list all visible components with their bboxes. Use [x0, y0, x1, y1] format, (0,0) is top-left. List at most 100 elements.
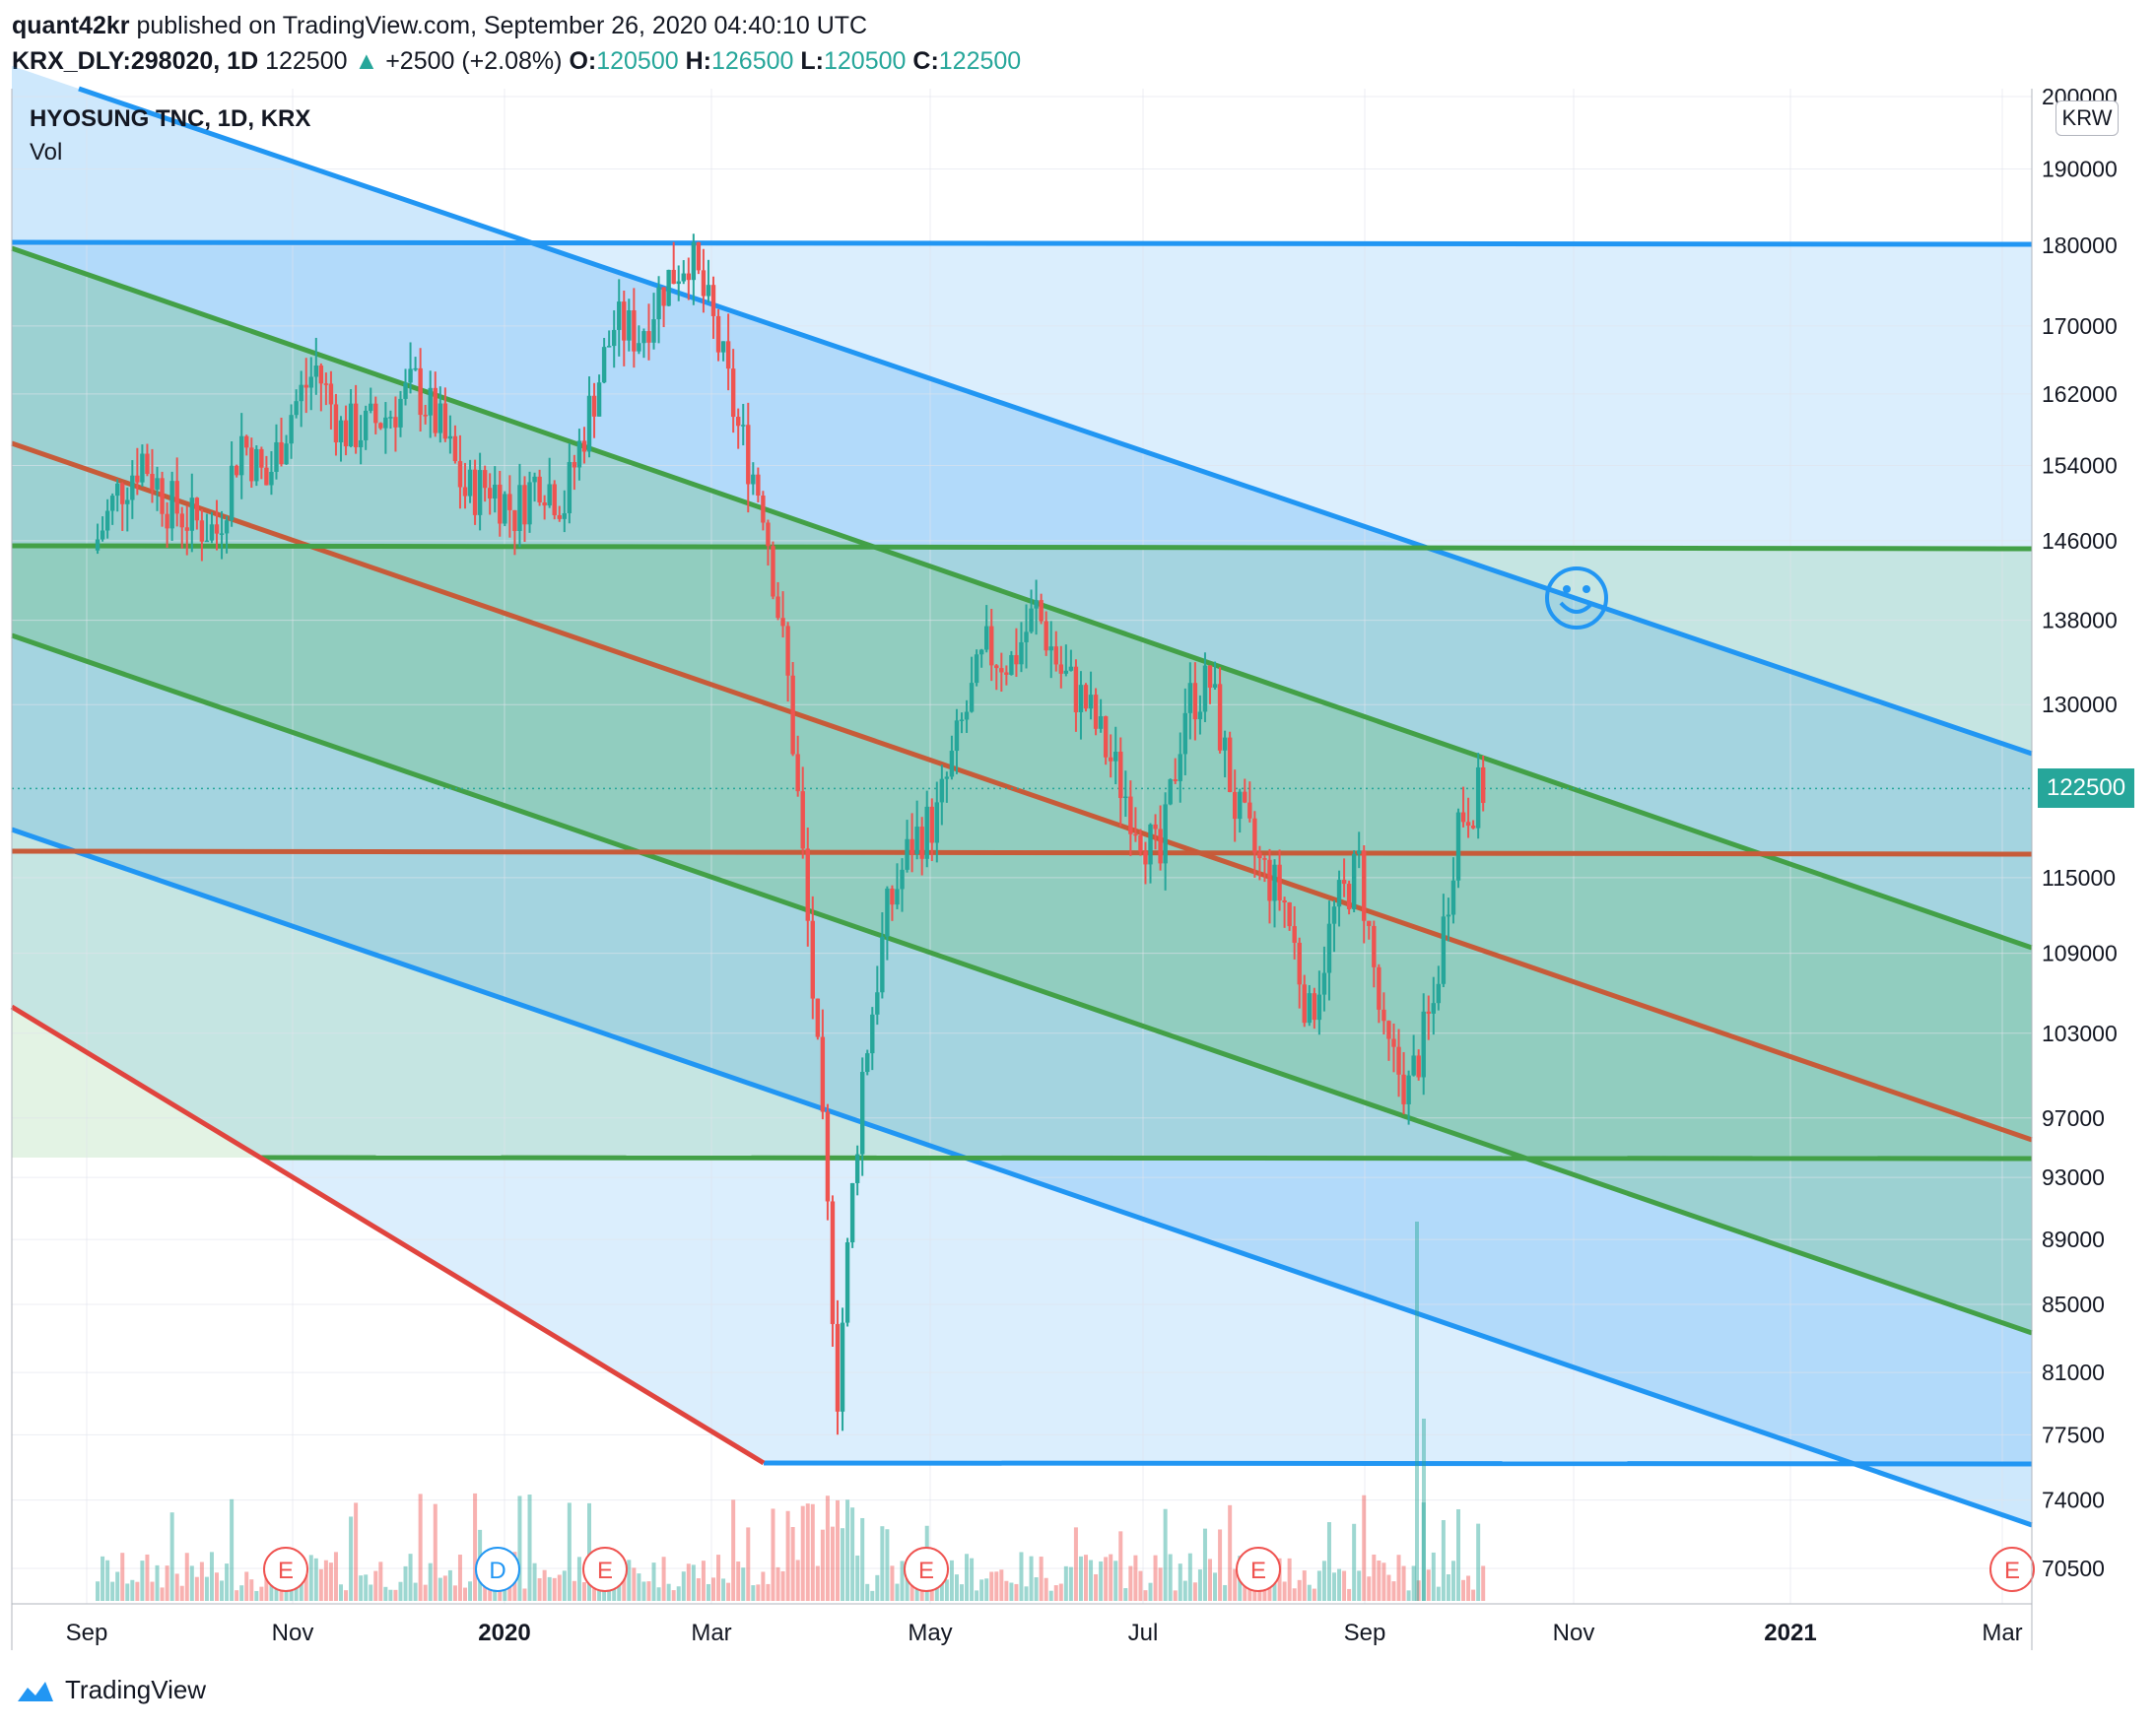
event-marker-label: E [2004, 1558, 2020, 1584]
horizontal-orange-line [11, 848, 2033, 857]
volume-bar [373, 1570, 378, 1601]
volume-bar [617, 1581, 622, 1601]
volume-bar [199, 1562, 204, 1601]
volume-bar [934, 1585, 939, 1601]
volume-bar [1367, 1576, 1372, 1601]
volume-bar [542, 1569, 547, 1601]
volume-bar [184, 1553, 189, 1601]
event-marker-e[interactable]: E [1989, 1547, 2035, 1592]
volume-bar [890, 1565, 895, 1601]
symbol-label[interactable]: KRX_DLY:298020, 1D [12, 47, 259, 75]
drawing-lines[interactable] [10, 86, 2033, 1528]
volume-bar [1316, 1570, 1321, 1601]
volume-bar [145, 1554, 150, 1601]
plot-background [12, 89, 2032, 1604]
volume-bar [110, 1581, 115, 1601]
candle-body [844, 1242, 850, 1323]
volume-bar [855, 1555, 860, 1601]
candle-body [488, 488, 493, 499]
volume-bar [1034, 1577, 1039, 1601]
candle-body [562, 512, 567, 519]
volume-bar [1326, 1522, 1331, 1601]
volume-bar [1138, 1570, 1143, 1601]
volume-bar [706, 1583, 710, 1601]
candle-body [328, 383, 334, 405]
candle-body [418, 367, 423, 416]
candle-body [1158, 829, 1163, 864]
volume-bar [105, 1560, 110, 1601]
candle-body [790, 675, 795, 755]
candle-body [1014, 654, 1019, 665]
volume-bar [1247, 1581, 1252, 1601]
volume-bar [220, 1580, 225, 1601]
candle-body [910, 838, 914, 854]
candle-body [1331, 906, 1337, 924]
smiley-mouth [1559, 601, 1594, 614]
candle-body [289, 415, 294, 444]
legend-title[interactable]: HYOSUNG TNC, 1D, KRX [30, 105, 311, 132]
candle-body [507, 494, 512, 510]
low-label: L: [800, 47, 824, 75]
volume-bar [780, 1570, 785, 1601]
volume-bar [96, 1581, 101, 1601]
candle-body [746, 425, 751, 485]
candle-body [442, 403, 448, 439]
volume-bar [1202, 1528, 1207, 1601]
event-marker-e[interactable]: E [1236, 1547, 1281, 1592]
event-marker-d[interactable]: D [475, 1547, 520, 1592]
event-marker-circle [1989, 1547, 2035, 1592]
published-text: published on TradingView.com, September … [136, 12, 868, 39]
volume-bar [949, 1560, 954, 1601]
candle-body [1083, 685, 1089, 709]
candle-body [224, 520, 230, 534]
volume-bar [1277, 1558, 1282, 1601]
candle-body [104, 510, 110, 531]
event-marker-e[interactable]: E [263, 1547, 308, 1592]
candle-body [373, 403, 378, 424]
volume-bar [165, 1565, 169, 1601]
candle-body [1053, 646, 1058, 665]
currency-badge[interactable]: KRW [2055, 100, 2119, 136]
publisher-name[interactable]: quant42kr [12, 12, 130, 39]
x-tick-label: Nov [1553, 1620, 1595, 1646]
candle-body [954, 720, 960, 752]
volume-bar [979, 1579, 984, 1601]
volume-bar [403, 1565, 408, 1601]
volume-bar [1073, 1527, 1078, 1601]
candle-body [269, 472, 274, 486]
candle-body [115, 483, 120, 497]
y-tick-label: 97000 [2042, 1105, 2105, 1131]
candle-body [1182, 712, 1187, 755]
candle-body [1063, 670, 1069, 674]
candle-body [403, 382, 408, 399]
event-marker-e[interactable]: E [582, 1547, 628, 1592]
volume-bar [825, 1495, 830, 1601]
candle-body [646, 331, 651, 343]
candle-body [1321, 972, 1327, 995]
volume-bar [711, 1577, 715, 1601]
candle-body [279, 441, 284, 465]
candle-body [756, 474, 761, 497]
candle-body [1351, 853, 1357, 909]
volume-bar-spike [1415, 1222, 1419, 1601]
volume-bar [646, 1581, 651, 1601]
event-marker-e[interactable]: E [904, 1547, 949, 1592]
smiley-icon[interactable] [1545, 566, 1608, 630]
candle-body [761, 496, 766, 523]
candle-body [493, 484, 498, 499]
volume-bar [1029, 1556, 1034, 1601]
candle-body [1128, 796, 1133, 834]
volume-bar [954, 1574, 959, 1601]
candle-body [969, 683, 975, 712]
horizontal-green-bottom [260, 1155, 2033, 1162]
volume-bar [567, 1502, 572, 1601]
volume-bar [473, 1493, 478, 1601]
legend-indicator[interactable]: Vol [30, 139, 63, 166]
candle-body [1068, 666, 1074, 671]
tradingview-logo[interactable]: TradingView [14, 1675, 206, 1705]
candle-body [244, 435, 249, 448]
volume-bar [661, 1557, 666, 1601]
volume-bar [865, 1583, 870, 1601]
